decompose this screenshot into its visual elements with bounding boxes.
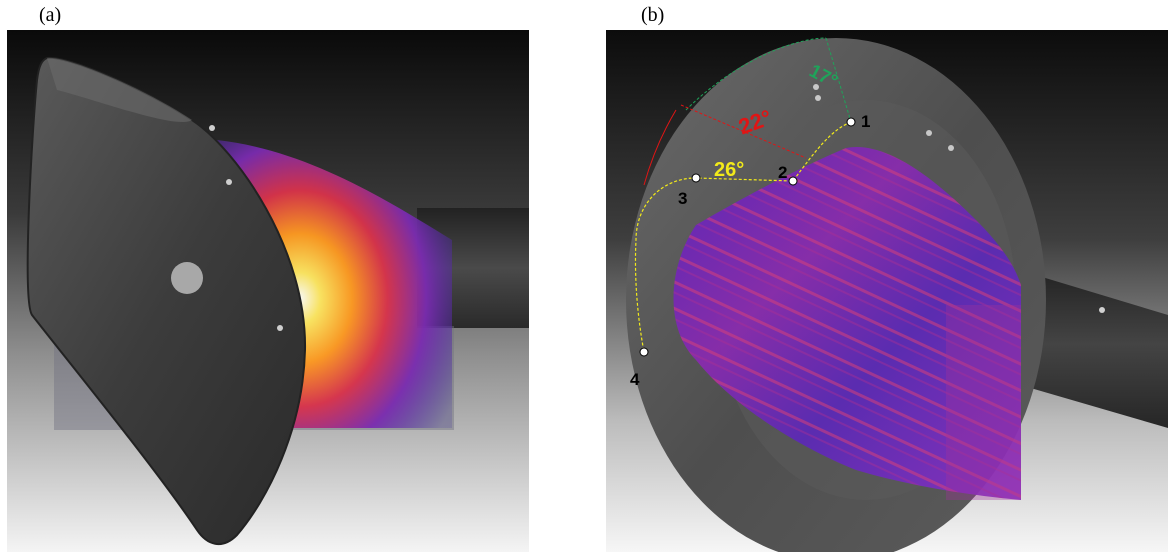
profile-contour <box>634 121 852 353</box>
capsule-model <box>26 56 307 545</box>
wake-flow-field <box>217 140 452 428</box>
point-4-label: 4 <box>630 370 640 389</box>
point-2-label: 2 <box>778 163 787 182</box>
point-1-marker <box>846 117 856 127</box>
panel-b-image: 1 2 3 4 17° 22° 26° <box>606 30 1168 552</box>
point-3-marker <box>691 173 701 183</box>
panel-a-label: (a) <box>39 4 62 26</box>
angle-26-label: 26° <box>714 159 744 181</box>
panel-a-image <box>7 30 529 552</box>
point-2-marker <box>788 176 798 186</box>
pressure-port <box>171 262 203 294</box>
point-3-label: 3 <box>678 189 687 208</box>
point-4-marker <box>639 347 649 357</box>
point-1-label: 1 <box>861 112 870 131</box>
panel-b-label: (b) <box>641 4 665 26</box>
